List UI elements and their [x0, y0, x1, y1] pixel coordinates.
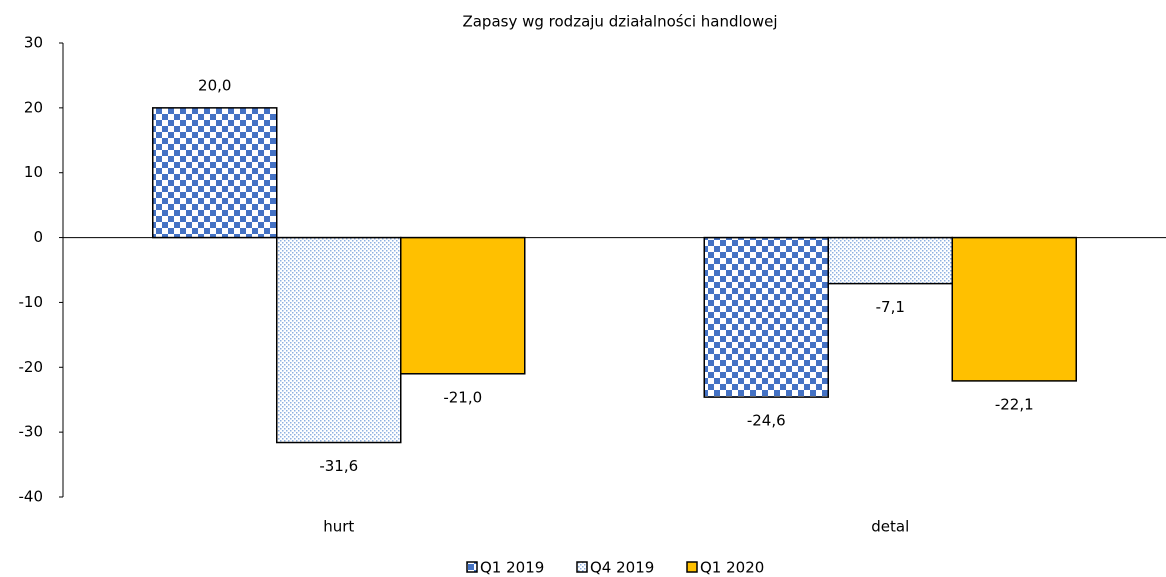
y-tick-label: -40	[19, 488, 44, 506]
value-label: -31,6	[319, 457, 358, 475]
legend-label: Q4 2019	[590, 559, 654, 577]
x-tick-label: hurt	[323, 518, 354, 536]
bar	[276, 236, 402, 444]
chart-title: Zapasy wg rodzaju działalności handlowej	[462, 13, 777, 31]
legend-label: Q1 2020	[700, 559, 764, 577]
bar	[152, 107, 278, 239]
bar	[703, 236, 829, 398]
y-tick-label: 0	[33, 228, 43, 246]
legend-label: Q1 2019	[480, 559, 544, 577]
y-tick-label: -30	[19, 423, 44, 441]
value-label: -7,1	[876, 298, 905, 316]
value-label: -24,6	[747, 412, 786, 430]
value-label: -21,0	[443, 388, 482, 406]
y-tick-label: -20	[19, 358, 44, 376]
bar	[827, 236, 953, 285]
x-tick-label: detal	[871, 518, 909, 536]
bar	[951, 236, 1077, 382]
value-label: 20,0	[198, 76, 231, 94]
value-label: -22,1	[995, 395, 1034, 413]
legend-swatch	[576, 561, 588, 573]
y-tick-label: 10	[24, 163, 43, 181]
legend-swatch	[686, 561, 698, 573]
bar	[400, 236, 526, 375]
y-tick-label: 20	[24, 98, 43, 116]
y-tick-label: 30	[24, 34, 43, 52]
y-tick-label: -10	[19, 293, 44, 311]
legend-swatch	[466, 561, 478, 573]
